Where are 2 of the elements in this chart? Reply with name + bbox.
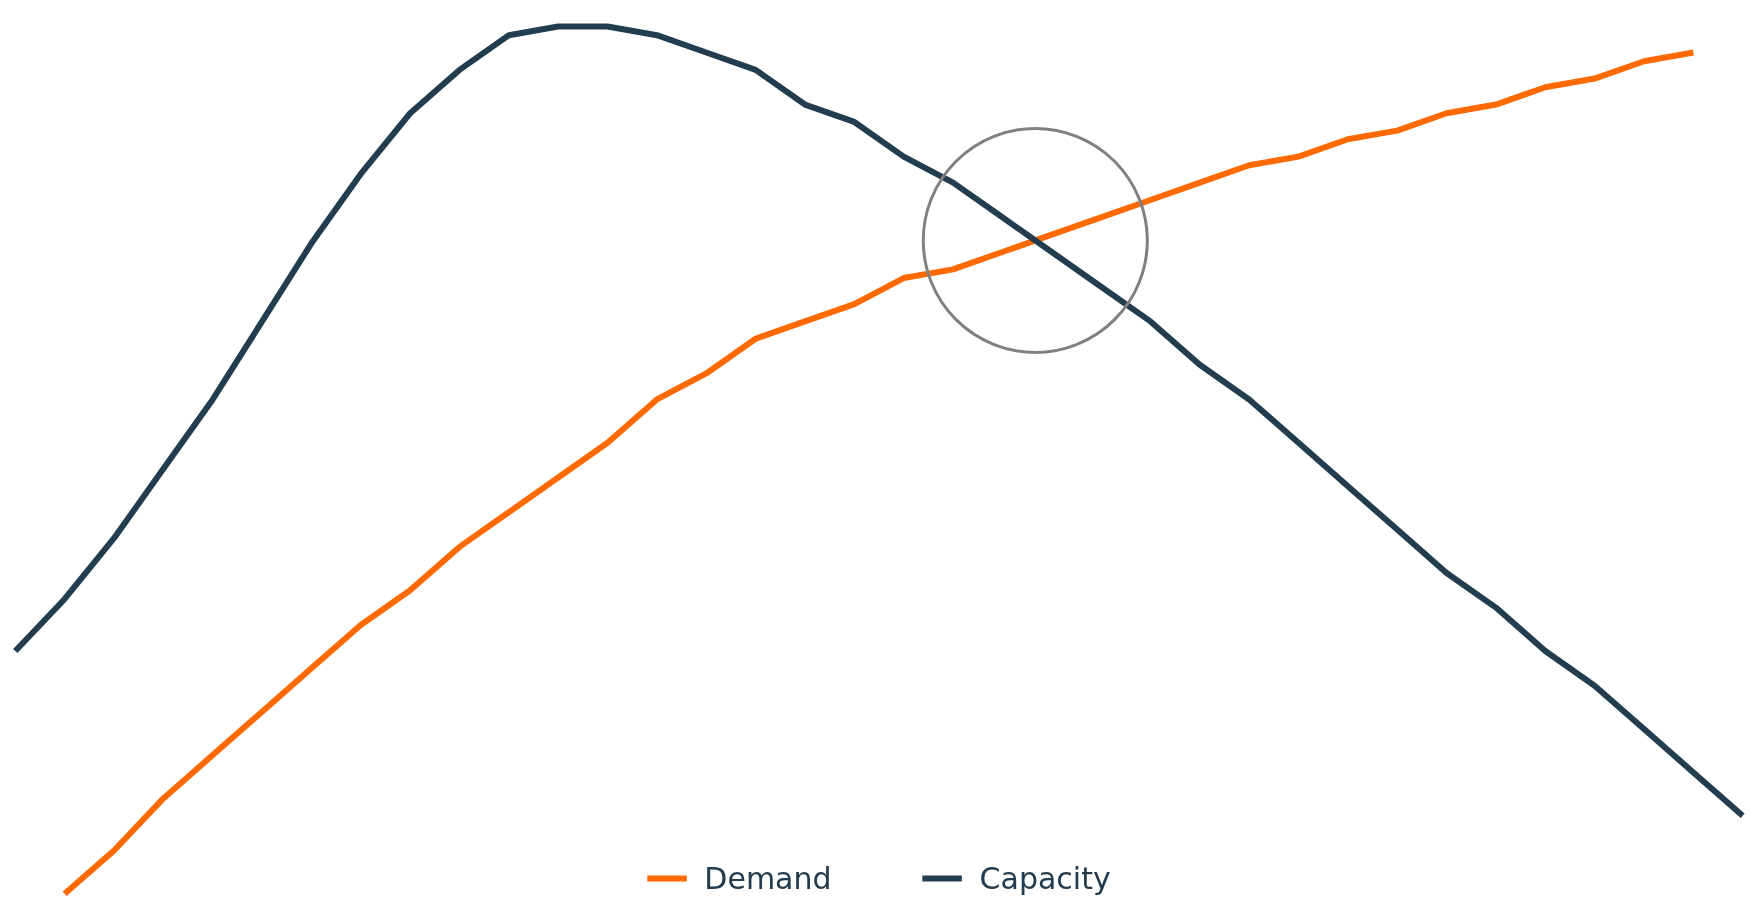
legend-label: Capacity <box>979 860 1111 896</box>
legend-label: Demand <box>704 860 832 896</box>
